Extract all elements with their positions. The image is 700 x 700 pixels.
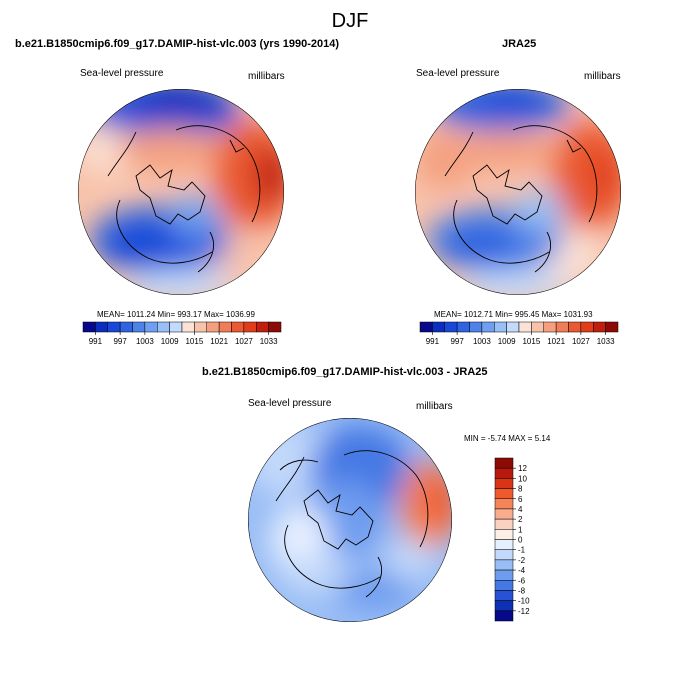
- panel-model-units-label: millibars: [248, 71, 285, 82]
- panel-model-map: [78, 89, 284, 295]
- panel-diff-colorbar-tick-label: -10: [518, 597, 530, 606]
- panel-obs-colorbar-swatch: [531, 321, 544, 333]
- panel-model-colorbar-tick-label: 1033: [260, 337, 278, 346]
- panel-diff-colorbar-tick-label: 4: [518, 505, 523, 514]
- panel-model-colorbar-swatch: [132, 321, 146, 333]
- panel-model-colorbar-tick-label: 997: [113, 337, 127, 346]
- panel-diff-colorbar-tick-label: 1: [518, 525, 523, 534]
- panel-obs-colorbar-swatch: [568, 321, 582, 333]
- panel-model-colorbar-swatch: [119, 321, 133, 333]
- panel-diff-colorbar-tick-label: 2: [518, 515, 523, 524]
- panel-obs-colorbar-tick-label: 1009: [498, 337, 516, 346]
- panel-obs-colorbar-swatch: [605, 321, 619, 333]
- panel-diff-colorbar-tick-label: 12: [518, 464, 527, 473]
- panel-diff-map: [248, 418, 452, 622]
- panel-model-colorbar-tick-label: 1015: [185, 337, 203, 346]
- panel-model-colorbar-swatch: [157, 321, 170, 333]
- panel-model-colorbar-swatch: [218, 321, 232, 333]
- panel-diff-colorbar-tick-label: -12: [518, 607, 530, 616]
- panel-model-colorbar-tick-label: 1027: [235, 337, 253, 346]
- panel-model-colorbar-swatch: [256, 321, 269, 333]
- panel-model-colorbar-swatch: [181, 321, 195, 333]
- panel-model-colorbar-swatch: [206, 321, 220, 333]
- panel-obs-colorbar-swatch: [593, 321, 606, 333]
- panel-model-colorbar-swatch: [107, 321, 121, 333]
- panel-obs-colorbar-swatch: [494, 321, 507, 333]
- panel-model-colorbar-swatch: [231, 321, 245, 333]
- panel-diff-colorbar-tick-label: 8: [518, 485, 523, 494]
- panel-model-colorbar-swatch: [268, 321, 282, 333]
- panel-model-colorbar-swatch: [82, 321, 96, 333]
- panel-model-colorbar-tick-label: 1021: [210, 337, 228, 346]
- panel-obs-colorbar-tick-label: 1003: [473, 337, 491, 346]
- panel-diff-colorbar-tick-label: -1: [518, 546, 526, 555]
- panel-obs-colorbar-swatch: [580, 321, 594, 333]
- panel-diff-colorbar-swatch: [494, 549, 514, 561]
- panel-diff-colorbar-swatch: [494, 610, 514, 622]
- page-title: DJF: [331, 10, 369, 32]
- panel-diff-colorbar-swatch: [494, 580, 514, 591]
- panel-obs-colorbar-swatch: [419, 321, 433, 333]
- panel-model-colorbar-tick-label: 991: [89, 337, 103, 346]
- panel-model-colorbar-swatch: [144, 321, 158, 333]
- panel-diff-colorbar-swatch: [494, 518, 514, 530]
- panel-obs-colorbar-tick-label: 991: [426, 337, 440, 346]
- panel-obs-colorbar-swatch: [555, 321, 569, 333]
- panel-obs-colorbar-swatch: [506, 321, 520, 333]
- panel-obs-colorbar-swatch: [481, 321, 495, 333]
- panel-diff-colorbar-tick-label: -2: [518, 556, 526, 565]
- panel-diff-colorbar-swatch: [494, 539, 514, 550]
- panel-diff-units-label: millibars: [416, 401, 453, 412]
- panel-diff-colorbar-swatch: [494, 559, 514, 571]
- panel-model-colorbar-swatch: [243, 321, 257, 333]
- panel-diff-colorbar-swatch: [494, 529, 514, 540]
- panel-diff-colorbar-swatch: [494, 590, 514, 601]
- panel-model-colorbar-swatch: [194, 321, 207, 333]
- panel-diff-colorbar-tick-label: -6: [518, 576, 526, 585]
- panel-diff-colorbar-swatch: [494, 600, 514, 612]
- panel-obs-colorbar-swatch: [518, 321, 532, 333]
- panel-diff-colorbar-swatch: [494, 508, 514, 520]
- panel-obs-colorbar-swatch: [432, 321, 445, 333]
- panel-diff-variable-label: Sea-level pressure: [248, 398, 332, 409]
- panel-diff-colorbar-swatch: [494, 498, 514, 510]
- panel-obs-colorbar-tick-label: 1027: [572, 337, 590, 346]
- panel-obs-colorbar-tick-label: 1021: [547, 337, 565, 346]
- panel-diff-colorbar-tick-label: -8: [518, 586, 526, 595]
- panel-model-colorbar-tick-label: 1009: [161, 337, 179, 346]
- panel-model-variable-label: Sea-level pressure: [80, 68, 164, 79]
- panel-obs-colorbar-swatch: [444, 321, 458, 333]
- panel-diff-colorbar-tick-label: -4: [518, 566, 526, 575]
- panel-obs-units-label: millibars: [584, 71, 621, 82]
- panel-obs-colorbar-tick-label: 1033: [597, 337, 615, 346]
- panel-model-stats: MEAN= 1011.24 Min= 993.17 Max= 1036.99: [97, 310, 255, 319]
- panel-obs-variable-label: Sea-level pressure: [416, 68, 500, 79]
- panel-model-colorbar-swatch: [95, 321, 108, 333]
- panel-obs-colorbar-tick-label: 997: [450, 337, 464, 346]
- panel-obs-stats: MEAN= 1012.71 Min= 995.45 Max= 1031.93: [434, 310, 593, 319]
- panel-model-colorbar-swatch: [169, 321, 183, 333]
- panel-obs-map: [415, 89, 621, 295]
- panel-diff-colorbar-swatch: [494, 467, 514, 479]
- panel-diff-colorbar-swatch: [494, 569, 514, 581]
- panel-obs-title: JRA25: [502, 38, 537, 50]
- panel-diff-colorbar-swatch: [494, 478, 514, 489]
- panel-diff-stats: MIN = -5.74 MAX = 5.14: [464, 434, 551, 443]
- panel-diff-colorbar-swatch: [494, 457, 514, 469]
- panel-obs-colorbar-swatch: [456, 321, 470, 333]
- panel-model-colorbar-tick-label: 1003: [136, 337, 154, 346]
- panel-diff-colorbar-tick-label: 0: [518, 536, 523, 545]
- panel-diff-colorbar-tick-label: 10: [518, 474, 527, 483]
- panel-diff-colorbar-swatch: [494, 488, 514, 499]
- panel-obs-colorbar-swatch: [469, 321, 483, 333]
- panel-diff-colorbar-tick-label: 6: [518, 495, 523, 504]
- panel-obs-colorbar-swatch: [543, 321, 557, 333]
- panel-diff-title: b.e21.B1850cmip6.f09_g17.DAMIP-hist-vlc.…: [202, 366, 488, 378]
- panel-model-title: b.e21.B1850cmip6.f09_g17.DAMIP-hist-vlc.…: [15, 38, 340, 50]
- panel-obs-colorbar-tick-label: 1015: [522, 337, 540, 346]
